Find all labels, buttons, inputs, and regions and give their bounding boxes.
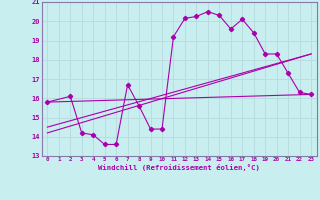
X-axis label: Windchill (Refroidissement éolien,°C): Windchill (Refroidissement éolien,°C)	[98, 164, 260, 171]
